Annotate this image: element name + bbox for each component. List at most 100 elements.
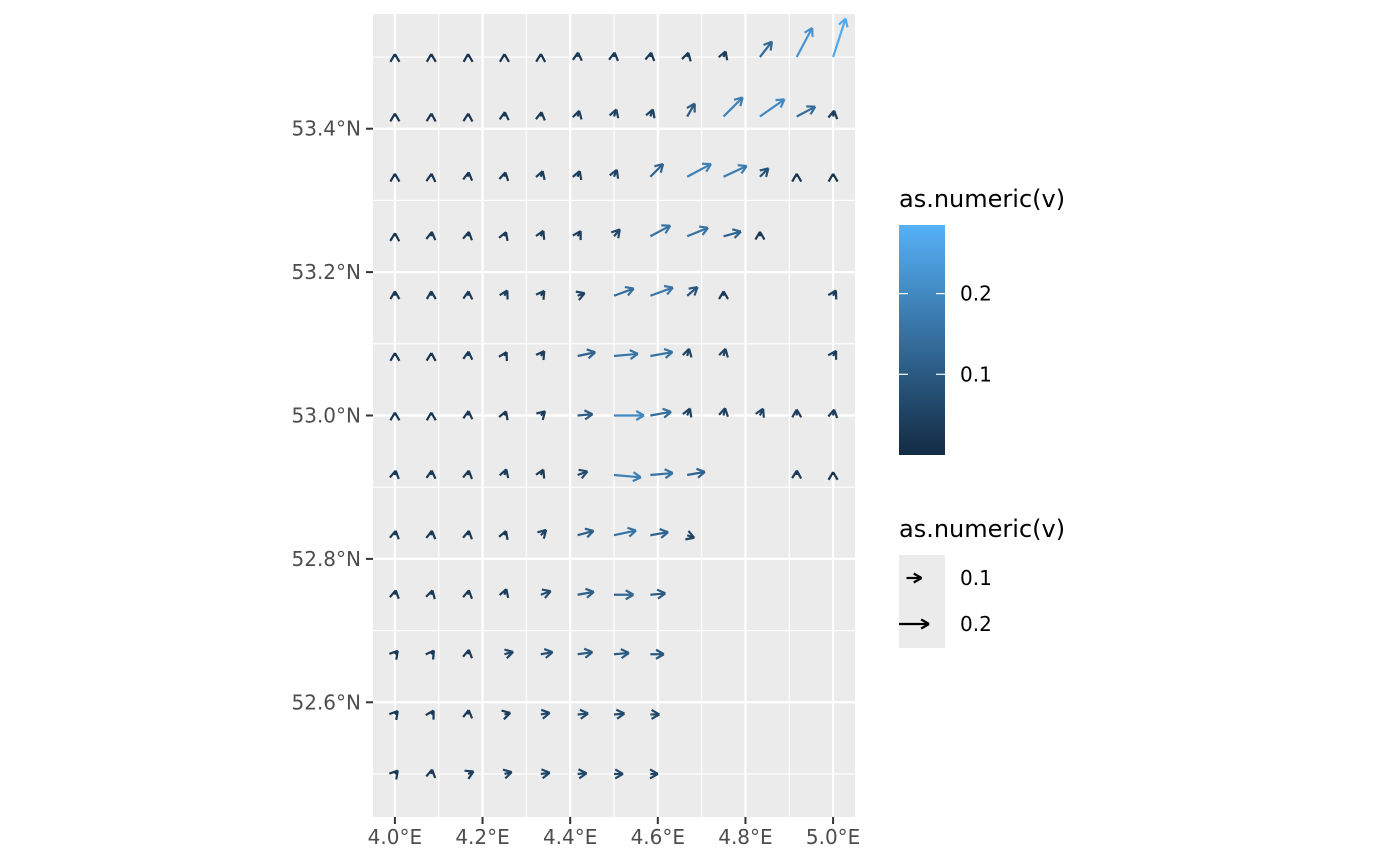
arrow-head <box>809 106 817 115</box>
arrow-head <box>608 108 618 117</box>
arrow-head <box>578 772 588 780</box>
arrow-shaft <box>613 651 630 656</box>
arrow-head <box>718 407 726 416</box>
vector-arrow <box>389 352 401 362</box>
arrow-shaft <box>649 286 674 297</box>
arrow-head <box>425 469 433 479</box>
arrow-head <box>393 53 401 63</box>
vector-arrow <box>498 410 509 421</box>
vector-arrow <box>389 411 401 421</box>
arrow-head <box>654 162 664 168</box>
vector-arrow <box>608 108 620 119</box>
arrow-head <box>425 768 433 778</box>
vector-arrow <box>498 468 510 479</box>
vector-arrow <box>649 768 659 780</box>
arrow-head <box>833 110 839 120</box>
arrow-shaft <box>795 27 814 58</box>
arrow-head <box>425 290 433 300</box>
arrow-head <box>664 225 672 234</box>
vector-arrow <box>536 410 547 421</box>
arrow-head <box>733 230 742 239</box>
arrow-head <box>761 408 765 418</box>
arrow-head <box>635 410 645 417</box>
vector-arrow <box>498 588 510 599</box>
vector-arrow <box>645 108 656 119</box>
vector-arrow <box>389 589 400 600</box>
arrow-head <box>682 407 691 415</box>
arrow-shaft <box>613 529 637 537</box>
arrow-head <box>587 351 596 360</box>
vector-arrow <box>614 410 645 421</box>
arrow-head <box>462 469 470 479</box>
arrow-head <box>657 592 666 600</box>
arrow-head <box>609 168 618 177</box>
arrow-head <box>578 110 583 120</box>
colorbar-label: 0.1 <box>960 362 992 386</box>
arrow-head <box>462 649 470 658</box>
arrow-head <box>779 98 786 108</box>
y-tick-label: 52.8°N <box>292 547 362 571</box>
vector-arrow <box>572 170 583 181</box>
arrow-head <box>389 173 396 183</box>
vector-arrow <box>650 648 665 660</box>
arrow-head <box>504 172 510 182</box>
size-legend-key-arrow <box>899 618 930 630</box>
arrow-head <box>578 292 586 301</box>
arrow-head <box>537 528 547 534</box>
vector-arrows <box>388 17 849 780</box>
vector-arrow <box>682 407 693 418</box>
arrow-head <box>687 52 692 62</box>
arrow-head <box>389 589 397 598</box>
vector-arrow <box>791 408 803 418</box>
arrow-head <box>832 471 839 481</box>
vector-arrow <box>571 51 583 62</box>
arrow-head <box>542 230 546 240</box>
arrow-head <box>535 468 544 476</box>
arrow-head <box>389 290 396 300</box>
arrow-head <box>389 53 396 63</box>
arrow-head <box>769 41 774 51</box>
arrow-head <box>617 229 621 239</box>
arrow-shaft <box>722 96 744 118</box>
arrow-head <box>739 97 744 107</box>
vector-arrow <box>650 588 666 600</box>
arrow-head <box>467 113 474 122</box>
arrow-head <box>462 350 470 360</box>
arrow-shaft <box>613 352 639 358</box>
arrow-head <box>608 51 616 61</box>
arrow-head <box>541 771 551 780</box>
arrow-head <box>462 171 470 181</box>
arrow-head <box>832 173 839 183</box>
arrow-head <box>395 770 399 780</box>
x-tick-label: 4.2°E <box>455 825 509 849</box>
size-legend-title: as.numeric(v) <box>899 515 1065 543</box>
arrow-head <box>425 173 433 182</box>
vector-arrow <box>650 407 672 419</box>
arrow-head <box>498 530 507 538</box>
vector-arrow <box>540 588 552 599</box>
arrow-head <box>697 471 706 479</box>
arrow-head <box>698 225 709 229</box>
vector-arrow <box>722 96 744 118</box>
arrow-head <box>737 164 747 168</box>
arrow-head <box>536 410 546 415</box>
x-tick-label: 4.6°E <box>631 825 685 849</box>
arrow-head <box>543 648 554 654</box>
vector-arrow <box>464 769 475 780</box>
vector-arrow <box>649 162 665 178</box>
arrow-head <box>393 112 401 122</box>
arrow-shaft <box>650 351 673 358</box>
arrow-head <box>395 710 399 721</box>
arrow-head <box>580 470 589 480</box>
arrow-head <box>718 290 725 300</box>
arrow-head <box>393 352 401 362</box>
arrow-head <box>724 348 729 358</box>
vector-arrow <box>791 469 803 479</box>
arrow-head <box>635 414 645 421</box>
vector-arrow <box>425 112 437 122</box>
arrow-head <box>425 649 435 656</box>
arrow-head <box>577 52 583 62</box>
vector-arrow <box>572 109 583 120</box>
arrow-head <box>583 409 594 416</box>
arrow-head <box>624 285 634 290</box>
